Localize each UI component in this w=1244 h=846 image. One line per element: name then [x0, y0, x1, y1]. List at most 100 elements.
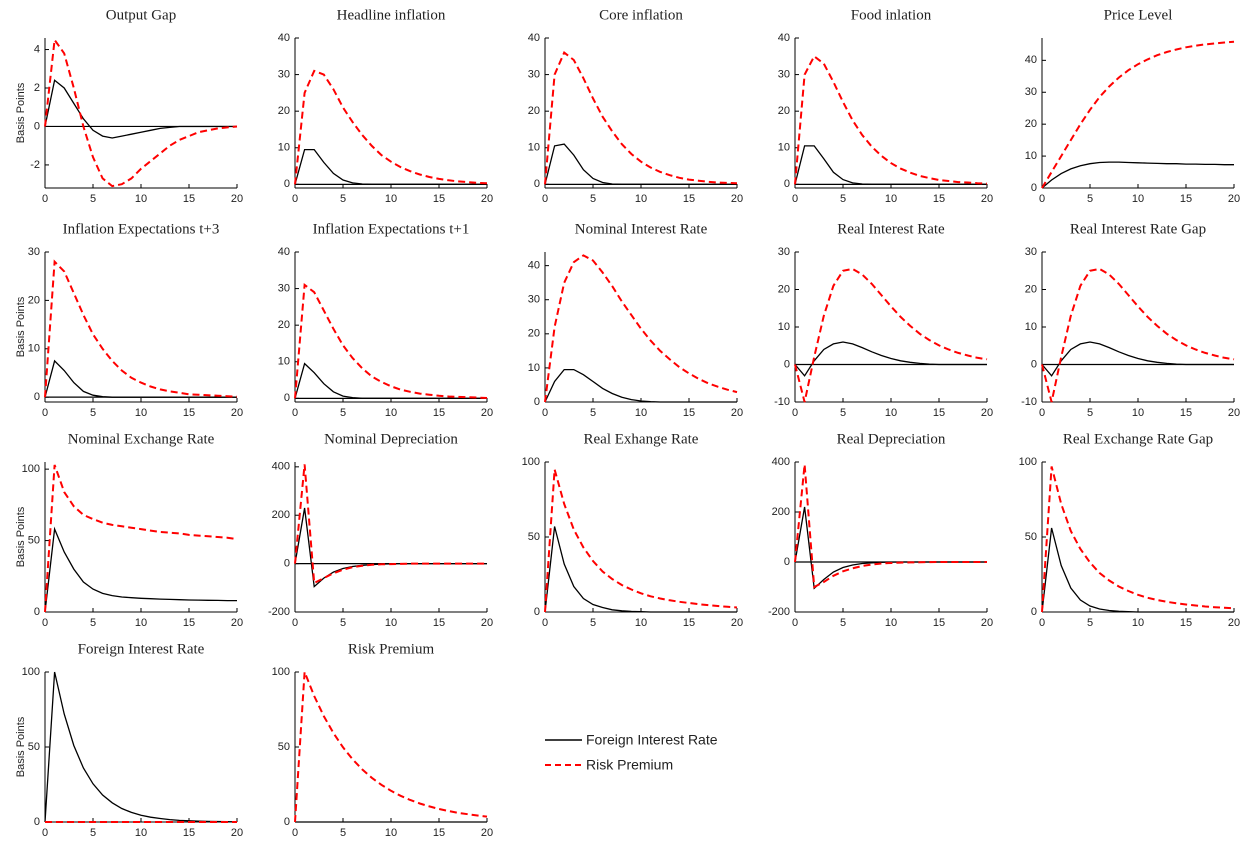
- y-tick-label: 50: [28, 534, 40, 546]
- y-tick-label: 0: [34, 816, 40, 828]
- x-tick-label: 5: [590, 407, 596, 419]
- series-line: [544, 368, 737, 403]
- y-tick-label: 100: [22, 463, 40, 475]
- subplot-title: Real Interest Rate: [837, 221, 945, 237]
- y-tick-label: -10: [774, 396, 790, 408]
- x-tick-label: 0: [42, 407, 48, 419]
- series-line: [794, 341, 987, 377]
- y-tick-label: 200: [772, 506, 790, 518]
- y-tick-label: 30: [1025, 86, 1037, 98]
- y-tick-label: 0: [534, 178, 540, 190]
- subplot: Output Gap Basis Points -2 0 2 4 0 5 10 15 20: [15, 7, 243, 204]
- y-axis-label: Basis Points: [15, 296, 27, 357]
- y-tick-label: 0: [784, 358, 790, 370]
- series-line: [294, 69, 488, 185]
- x-tick-label: 5: [1087, 617, 1093, 629]
- y-tick-label: 10: [778, 321, 790, 333]
- x-tick-label: 5: [90, 193, 96, 205]
- y-tick-label: 50: [528, 531, 540, 543]
- x-tick-label: 5: [90, 827, 96, 839]
- x-tick-label: 0: [1039, 407, 1045, 419]
- series-line: [544, 469, 738, 613]
- y-tick-label: 400: [272, 461, 290, 473]
- y-tick-label: 40: [528, 260, 540, 272]
- subplot-title: Core inflation: [599, 7, 683, 23]
- y-tick-label: 0: [534, 606, 540, 618]
- x-tick-label: 0: [792, 407, 798, 419]
- x-tick-label: 5: [340, 617, 346, 629]
- y-axis-label: Basis Points: [15, 716, 27, 777]
- series-line: [294, 671, 488, 823]
- y-tick-label: 20: [28, 294, 40, 306]
- subplot-title: Nominal Exchange Rate: [68, 431, 215, 447]
- series-line: [1041, 341, 1234, 377]
- y-axis-label: Basis Points: [15, 506, 27, 567]
- subplot-title: Real Exhange Rate: [584, 431, 699, 447]
- series-line: [44, 359, 237, 398]
- x-tick-label: 5: [840, 193, 846, 205]
- x-tick-label: 10: [1132, 407, 1144, 419]
- series-line: [544, 51, 738, 185]
- x-tick-label: 0: [542, 407, 548, 419]
- y-tick-label: 10: [1025, 321, 1037, 333]
- x-tick-label: 10: [385, 827, 397, 839]
- y-tick-label: 0: [784, 178, 790, 190]
- series-line: [294, 148, 487, 185]
- x-tick-label: 20: [1228, 193, 1240, 205]
- x-tick-label: 15: [183, 827, 195, 839]
- x-tick-label: 5: [590, 617, 596, 629]
- x-tick-label: 20: [231, 827, 243, 839]
- x-tick-label: 20: [731, 407, 743, 419]
- y-tick-label: 100: [272, 666, 290, 678]
- series-line: [1041, 466, 1235, 613]
- subplot-title: Headline inflation: [337, 7, 446, 23]
- y-tick-label: 20: [1025, 283, 1037, 295]
- x-tick-label: 15: [183, 407, 195, 419]
- y-tick-label: 40: [778, 32, 790, 44]
- x-tick-label: 5: [90, 617, 96, 629]
- x-tick-label: 10: [885, 617, 897, 629]
- x-tick-label: 10: [135, 617, 147, 629]
- subplot-title: Real Interest Rate Gap: [1070, 221, 1206, 237]
- x-tick-label: 15: [933, 407, 945, 419]
- y-tick-label: 10: [278, 142, 290, 154]
- y-tick-label: -2: [30, 159, 40, 171]
- legend-label: Foreign Interest Rate: [586, 732, 718, 748]
- x-tick-label: 5: [1087, 193, 1093, 205]
- subplot-title: Real Depreciation: [837, 431, 946, 447]
- x-tick-label: 20: [1228, 617, 1240, 629]
- x-tick-label: 15: [183, 193, 195, 205]
- x-tick-label: 20: [731, 617, 743, 629]
- y-tick-label: 40: [528, 32, 540, 44]
- y-tick-label: 40: [278, 32, 290, 44]
- y-tick-label: 30: [528, 68, 540, 80]
- x-tick-label: 10: [1132, 193, 1144, 205]
- subplot-title: Nominal Interest Rate: [575, 221, 708, 237]
- series-line: [794, 506, 987, 590]
- legend-label: Risk Premium: [586, 757, 673, 773]
- y-tick-label: 0: [34, 606, 40, 618]
- y-tick-label: 10: [28, 343, 40, 355]
- subplot-title: Nominal Depreciation: [324, 431, 458, 447]
- x-tick-label: 0: [792, 193, 798, 205]
- subplot-title: Real Exchange Rate Gap: [1063, 431, 1213, 447]
- x-tick-label: 10: [885, 407, 897, 419]
- series-line: [1041, 527, 1234, 613]
- subplot: Risk Premium 0 50 100 0 5 10 15 20: [272, 641, 493, 838]
- y-tick-label: 20: [778, 105, 790, 117]
- series-line: [294, 362, 487, 399]
- series-line: [44, 79, 237, 139]
- y-tick-label: 0: [1031, 358, 1037, 370]
- y-tick-label: 20: [778, 283, 790, 295]
- y-tick-label: 30: [778, 246, 790, 258]
- y-tick-label: 20: [278, 319, 290, 331]
- y-tick-label: 0: [34, 120, 40, 132]
- y-tick-label: 0: [284, 392, 290, 404]
- y-tick-label: 50: [28, 741, 40, 753]
- subplot: Food inlation 0 10 20 30 40 0 5 10 15 20: [778, 7, 993, 204]
- y-tick-label: -10: [1021, 396, 1037, 408]
- x-tick-label: 0: [542, 193, 548, 205]
